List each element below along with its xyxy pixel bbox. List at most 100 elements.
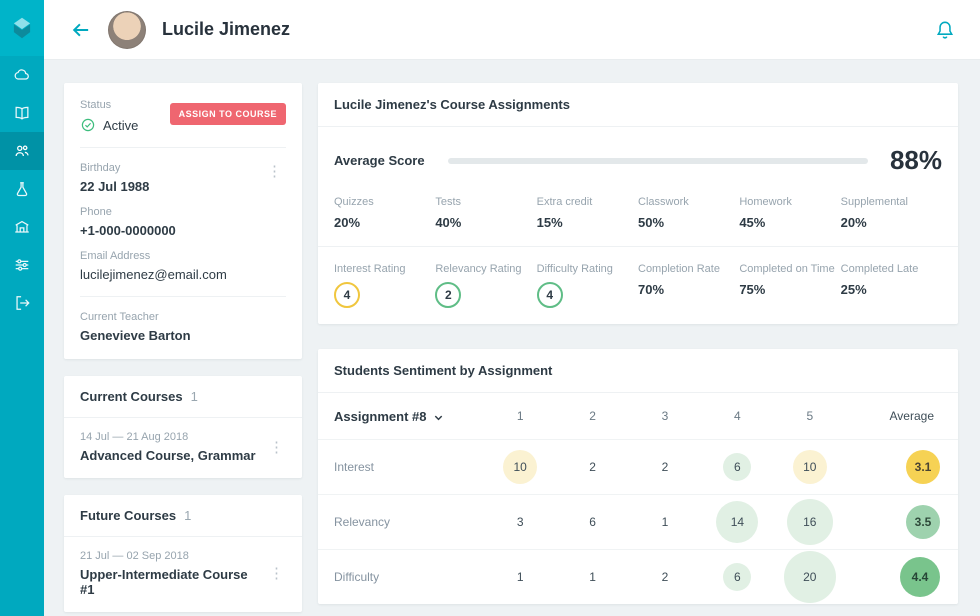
sentiment-value: 2 [629,570,701,584]
student-avatar [108,11,146,49]
divider [80,147,286,148]
left-column: Status Active ASSIGN TO COURSE Birthday [64,83,302,616]
column-header: 4 [701,409,773,423]
sentiment-card-title: Students Sentiment by Assignment [318,349,958,393]
sidebar [0,0,44,616]
school-building-icon [13,218,31,236]
status-label: Status [80,99,138,111]
course-assignments-card: Lucile Jimenez's Course Assignments Aver… [318,83,958,324]
sidebar-item-courses[interactable] [0,94,44,132]
stat-label: Quizzes [334,196,435,208]
divider [80,296,286,297]
sidebar-item-labs[interactable] [0,170,44,208]
stat-label: Homework [739,196,840,208]
sidebar-item-students[interactable] [0,132,44,170]
course-kebab-menu[interactable]: ⋮ [265,438,288,457]
stat-value: 40% [435,215,536,230]
assignment-selector[interactable]: Assignment #8 [334,409,484,424]
sentiment-bubble: 16 [787,499,833,545]
exit-icon [13,294,31,312]
stat-value: 20% [334,215,435,230]
sidebar-item-dashboard[interactable] [0,56,44,94]
assignment-selector-label: Assignment #8 [334,409,426,424]
stat-label: Interest Rating [334,263,435,275]
stat-value: 50% [638,215,739,230]
sentiment-bubble: 10 [503,450,537,484]
back-button[interactable] [70,19,92,41]
course-kebab-menu[interactable]: ⋮ [265,564,288,583]
interest-rating-badge: 4 [334,282,360,308]
column-header: 3 [629,409,701,423]
right-column: Lucile Jimenez's Course Assignments Aver… [318,83,958,616]
sentiment-table-header: Assignment #8 1 2 3 4 5 Average [318,393,958,439]
column-header: 1 [484,409,556,423]
stat-label: Difficulty Rating [537,263,638,275]
sentiment-row-relevancy: Relevancy 3 6 1 14 16 3.5 [318,494,958,549]
birthday-value: 22 Jul 1988 [80,179,149,194]
relevancy-rating-badge: 2 [435,282,461,308]
stat-value: 70% [638,282,739,297]
assign-to-course-button[interactable]: ASSIGN TO COURSE [170,103,286,125]
topbar: Lucile Jimenez [44,0,980,60]
sidebar-item-school[interactable] [0,208,44,246]
difficulty-rating-badge: 4 [537,282,563,308]
stat-value: 20% [841,215,942,230]
teacher-label: Current Teacher [80,311,286,323]
page-title: Lucile Jimenez [162,19,290,40]
current-courses-title: Current Courses [80,389,183,404]
sliders-icon [13,256,31,274]
course-name: Upper-Intermediate Course #1 [80,567,265,597]
email-label: Email Address [80,250,286,262]
sentiment-bubble: 14 [716,501,758,543]
gem-logo-icon [9,15,35,41]
stat-label: Tests [435,196,536,208]
sidebar-item-settings[interactable] [0,246,44,284]
column-header-average: Average [846,409,942,423]
assignments-card-title: Lucile Jimenez's Course Assignments [318,83,958,127]
phone-label: Phone [80,206,286,218]
sentiment-value: 3 [484,515,556,529]
sentiment-value: 1 [556,570,628,584]
sentiment-bubble: 6 [723,453,751,481]
sentiment-value: 6 [556,515,628,529]
column-header: 5 [774,409,846,423]
average-score-value: 88% [890,145,942,176]
stat-label: Completion Rate [638,263,739,275]
main-content: Status Active ASSIGN TO COURSE Birthday [44,61,980,616]
profile-kebab-menu[interactable]: ⋮ [263,162,286,181]
sentiment-row-interest: Interest 10 2 2 6 10 3.1 [318,439,958,494]
future-courses-title: Future Courses [80,508,176,523]
stat-label: Completed on Time [739,263,840,275]
average-score-label: Average Score [334,153,430,168]
course-dates: 21 Jul — 02 Sep 2018 [80,550,265,562]
stat-value: 75% [739,282,840,297]
flask-icon [13,180,31,198]
current-courses-card: Current Courses 1 14 Jul — 21 Aug 2018 A… [64,376,302,478]
stat-label: Relevancy Rating [435,263,536,275]
sidebar-item-logout[interactable] [0,284,44,322]
average-badge: 3.1 [906,450,940,484]
back-arrow-icon [70,19,92,41]
phone-value: +1-000-0000000 [80,223,286,238]
course-list-item: 14 Jul — 21 Aug 2018 Advanced Course, Gr… [64,418,302,478]
course-name: Advanced Course, Grammar [80,448,256,463]
cloud-icon [13,66,31,84]
stat-label: Extra credit [537,196,638,208]
stat-label: Classwork [638,196,739,208]
status-check-icon [80,117,96,133]
course-list-item: 21 Jul — 02 Sep 2018 Upper-Intermediate … [64,537,302,612]
app-logo [0,0,44,56]
notifications-button[interactable] [934,19,956,41]
sentiment-bubble: 6 [723,563,751,591]
current-courses-count: 1 [191,389,198,404]
course-dates: 14 Jul — 21 Aug 2018 [80,431,256,443]
stat-label: Completed Late [841,263,942,275]
chevron-down-icon [433,412,444,423]
row-label: Relevancy [334,515,484,529]
sentiment-value: 2 [629,460,701,474]
profile-card: Status Active ASSIGN TO COURSE Birthday [64,83,302,359]
status-value: Active [103,118,138,133]
stat-value: 25% [841,282,942,297]
sentiment-value: 1 [629,515,701,529]
book-icon [13,104,31,122]
